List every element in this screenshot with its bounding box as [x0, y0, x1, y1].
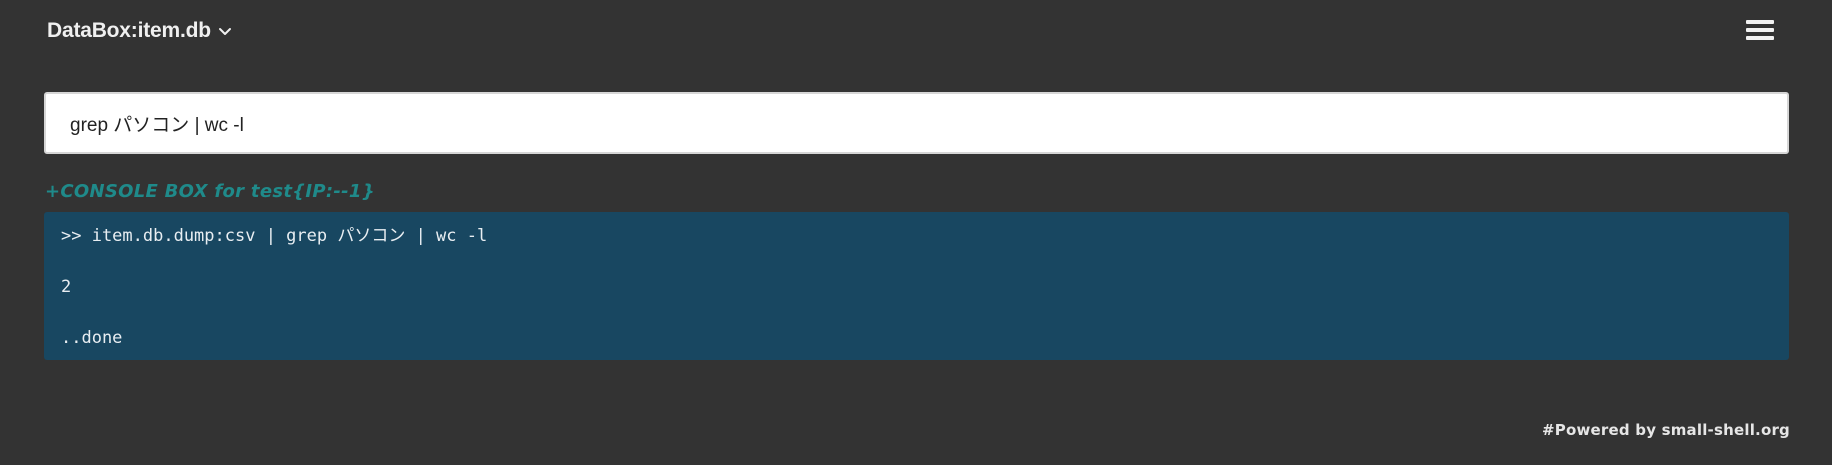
- hamburger-menu-icon[interactable]: [1746, 20, 1778, 46]
- console-box-label: +CONSOLE BOX for test{IP:--1}: [45, 181, 375, 202]
- databox-selector[interactable]: DataBox:item.db: [47, 19, 233, 43]
- powered-by-footer: #Powered by small-shell.org: [1542, 421, 1790, 439]
- databox-title: DataBox:item.db: [47, 19, 211, 42]
- top-bar: DataBox:item.db: [0, 0, 1832, 64]
- chevron-down-icon: [218, 28, 231, 35]
- console-line: 2: [61, 277, 72, 297]
- command-input[interactable]: [44, 92, 1789, 154]
- console-line: ..done: [61, 328, 123, 348]
- console-output: >> item.db.dump:csv | grep パソコン | wc -l …: [44, 212, 1789, 360]
- console-line: >> item.db.dump:csv | grep パソコン | wc -l: [61, 226, 488, 246]
